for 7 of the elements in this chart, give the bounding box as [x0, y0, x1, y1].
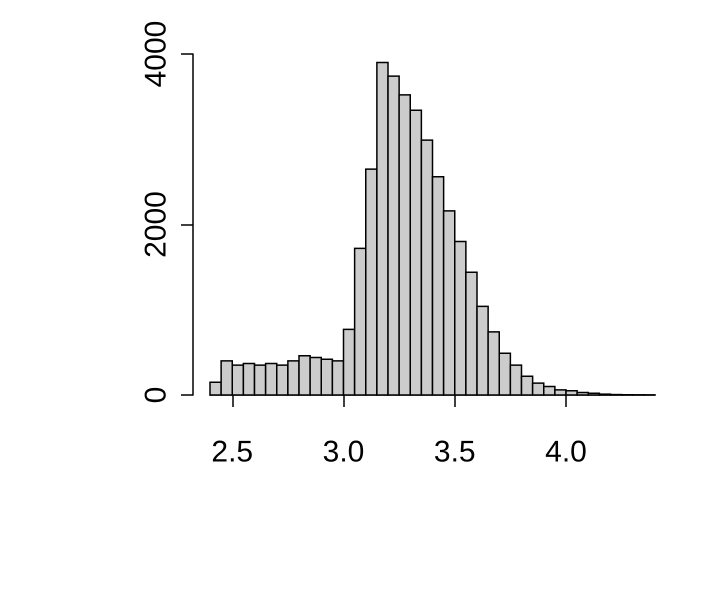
- y-tick-label: 0: [140, 386, 172, 404]
- y-tick-label: 4000: [140, 20, 172, 88]
- x-tick-label: 2.5: [211, 436, 254, 468]
- x-tick-label: 3.0: [322, 436, 364, 468]
- x-tick-label: 3.5: [434, 436, 476, 468]
- x-tick-label: 4.0: [545, 436, 587, 468]
- y-tick-label: 2000: [140, 191, 172, 258]
